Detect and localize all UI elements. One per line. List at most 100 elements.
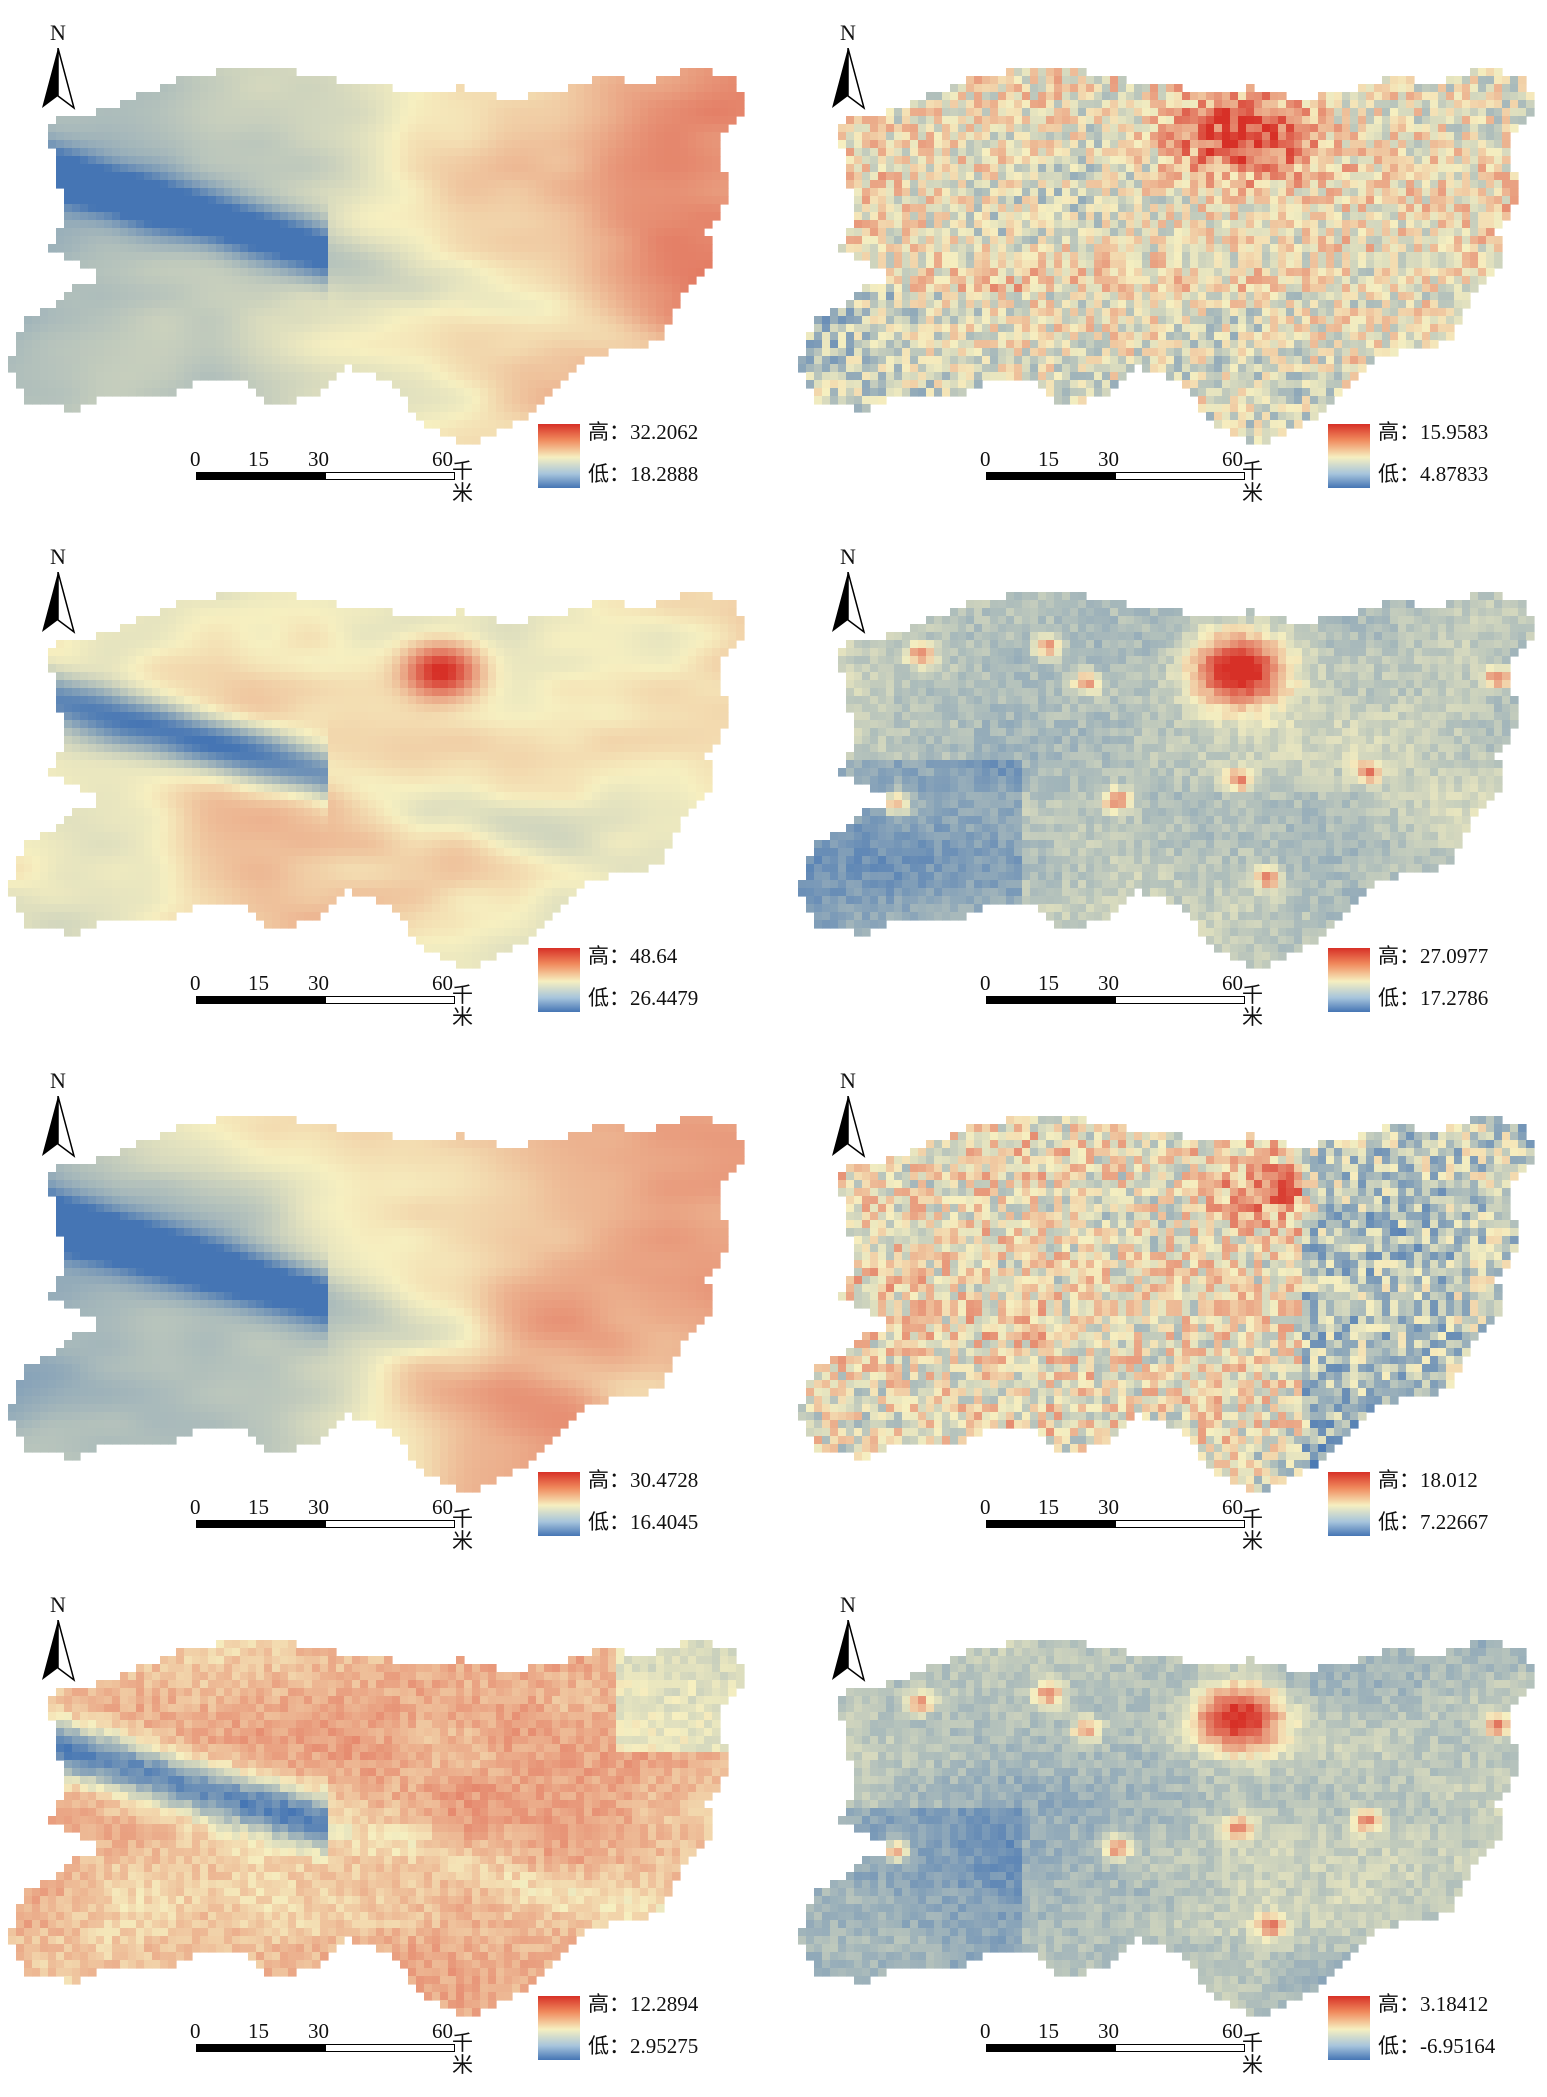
scale-bar: 0 15 30 60 千米 xyxy=(980,2020,1276,2076)
legend-color-ramp xyxy=(538,1472,580,1536)
scale-tick-label: 60 xyxy=(432,972,453,994)
scale-tick-label: 30 xyxy=(1098,448,1119,470)
scale-tick-label: 15 xyxy=(1038,1496,1059,1518)
scale-unit-label: 千米 xyxy=(1242,1508,1276,1552)
scale-tick-label: 15 xyxy=(1038,972,1059,994)
scale-tick-label: 30 xyxy=(1098,972,1119,994)
scale-tick-label: 60 xyxy=(1222,972,1243,994)
scale-tick-label: 0 xyxy=(190,448,201,470)
scale-bar: 0 15 30 60 千米 xyxy=(980,972,1276,1028)
raster-map-a xyxy=(8,68,745,445)
north-arrow-icon xyxy=(42,572,76,634)
north-label: N xyxy=(38,546,78,568)
north-arrow-icon xyxy=(832,1096,866,1158)
scale-tick-label: 30 xyxy=(1098,2020,1119,2042)
scale-bar-white-segment xyxy=(1115,1520,1245,1528)
legend-low-value: 低：4.87833 xyxy=(1378,462,1488,486)
scale-bar-black-segment xyxy=(196,996,326,1004)
scale-bar-white-segment xyxy=(1115,2044,1245,2052)
map-panel-e: N 0 15 30 60 千米 高：30.4728 低：16.4045 xyxy=(0,1048,773,1572)
legend-high-value: 高：32.2062 xyxy=(588,420,698,444)
north-arrow: N xyxy=(38,546,78,636)
scale-bar-black-segment xyxy=(196,1520,326,1528)
scale-tick-label: 60 xyxy=(432,1496,453,1518)
raster-map-f xyxy=(798,1116,1535,1493)
scale-tick-label: 15 xyxy=(1038,2020,1059,2042)
scale-tick-label: 0 xyxy=(980,972,991,994)
legend-high-value: 高：12.2894 xyxy=(588,1992,698,2016)
legend: 高：3.18412 低：-6.95164 xyxy=(1328,1992,1528,2064)
scale-tick-label: 30 xyxy=(308,448,329,470)
north-label: N xyxy=(828,22,868,44)
scale-tick-label: 30 xyxy=(308,972,329,994)
raster-map-h xyxy=(798,1640,1535,2017)
legend-low-value: 低：7.22667 xyxy=(1378,1510,1488,1534)
scale-tick-label: 15 xyxy=(248,1496,269,1518)
map-panel-a: N 0 15 30 60 千米 高：32.2062 低：18.2888 xyxy=(0,0,773,524)
legend-high-value: 高：30.4728 xyxy=(588,1468,698,1492)
legend-low-value: 低：17.2786 xyxy=(1378,986,1488,1010)
legend-high-value: 高：18.012 xyxy=(1378,1468,1478,1492)
scale-tick-label: 0 xyxy=(190,2020,201,2042)
north-label: N xyxy=(38,22,78,44)
raster-map-e xyxy=(8,1116,745,1493)
scale-tick-label: 60 xyxy=(432,448,453,470)
scale-tick-label: 15 xyxy=(248,972,269,994)
north-arrow: N xyxy=(38,22,78,112)
scale-tick-label: 30 xyxy=(1098,1496,1119,1518)
map-panel-h: N 0 15 30 60 千米 高：3.18412 低：-6.95164 xyxy=(790,1572,1547,2096)
scale-tick-label: 30 xyxy=(308,1496,329,1518)
scale-tick-label: 30 xyxy=(308,2020,329,2042)
scale-tick-label: 60 xyxy=(1222,448,1243,470)
scale-tick-label: 0 xyxy=(190,972,201,994)
legend-color-ramp xyxy=(538,424,580,488)
legend: 高：30.4728 低：16.4045 xyxy=(538,1468,738,1540)
legend: 高：48.64 低：26.4479 xyxy=(538,944,738,1016)
scale-bar-black-segment xyxy=(986,1520,1116,1528)
legend-color-ramp xyxy=(538,948,580,1012)
scale-bar: 0 15 30 60 千米 xyxy=(190,448,486,504)
scale-tick-label: 0 xyxy=(980,2020,991,2042)
legend: 高：27.0977 低：17.2786 xyxy=(1328,944,1528,1016)
legend-high-value: 高：27.0977 xyxy=(1378,944,1488,968)
scale-bar-black-segment xyxy=(986,472,1116,480)
scale-tick-label: 0 xyxy=(980,1496,991,1518)
north-arrow-icon xyxy=(832,1620,866,1682)
legend-low-value: 低：26.4479 xyxy=(588,986,698,1010)
legend-low-value: 低：2.95275 xyxy=(588,2034,698,2058)
scale-tick-label: 15 xyxy=(248,448,269,470)
legend-high-value: 高：48.64 xyxy=(588,944,677,968)
north-arrow: N xyxy=(828,546,868,636)
raster-map-d xyxy=(798,592,1535,969)
scale-bar: 0 15 30 60 千米 xyxy=(190,1496,486,1552)
scale-unit-label: 千米 xyxy=(452,2032,486,2076)
north-label: N xyxy=(38,1594,78,1616)
north-arrow: N xyxy=(828,22,868,112)
scale-unit-label: 千米 xyxy=(452,1508,486,1552)
scale-tick-label: 15 xyxy=(1038,448,1059,470)
map-panel-c: N 0 15 30 60 千米 高：48.64 低：26.4479 xyxy=(0,524,773,1048)
north-label: N xyxy=(828,1070,868,1092)
legend-low-value: 低：16.4045 xyxy=(588,1510,698,1534)
scale-tick-label: 60 xyxy=(1222,2020,1243,2042)
north-label: N xyxy=(828,546,868,568)
map-panel-g: N 0 15 30 60 千米 高：12.2894 低：2.95275 xyxy=(0,1572,773,2096)
scale-bar-white-segment xyxy=(325,472,455,480)
north-arrow-icon xyxy=(832,48,866,110)
scale-unit-label: 千米 xyxy=(1242,984,1276,1028)
map-panel-f: N 0 15 30 60 千米 高：18.012 低：7.22667 xyxy=(790,1048,1547,1572)
north-arrow: N xyxy=(38,1594,78,1684)
scale-bar-white-segment xyxy=(325,1520,455,1528)
legend: 高：32.2062 低：18.2888 xyxy=(538,420,738,492)
scale-bar-white-segment xyxy=(325,996,455,1004)
scale-unit-label: 千米 xyxy=(452,460,486,504)
scale-unit-label: 千米 xyxy=(452,984,486,1028)
legend-high-value: 高：3.18412 xyxy=(1378,1992,1488,2016)
legend-color-ramp xyxy=(1328,1472,1370,1536)
scale-bar-white-segment xyxy=(1115,472,1245,480)
legend-color-ramp xyxy=(1328,424,1370,488)
legend: 高：12.2894 低：2.95275 xyxy=(538,1992,738,2064)
north-arrow-icon xyxy=(832,572,866,634)
scale-bar-black-segment xyxy=(196,472,326,480)
north-arrow: N xyxy=(828,1594,868,1684)
